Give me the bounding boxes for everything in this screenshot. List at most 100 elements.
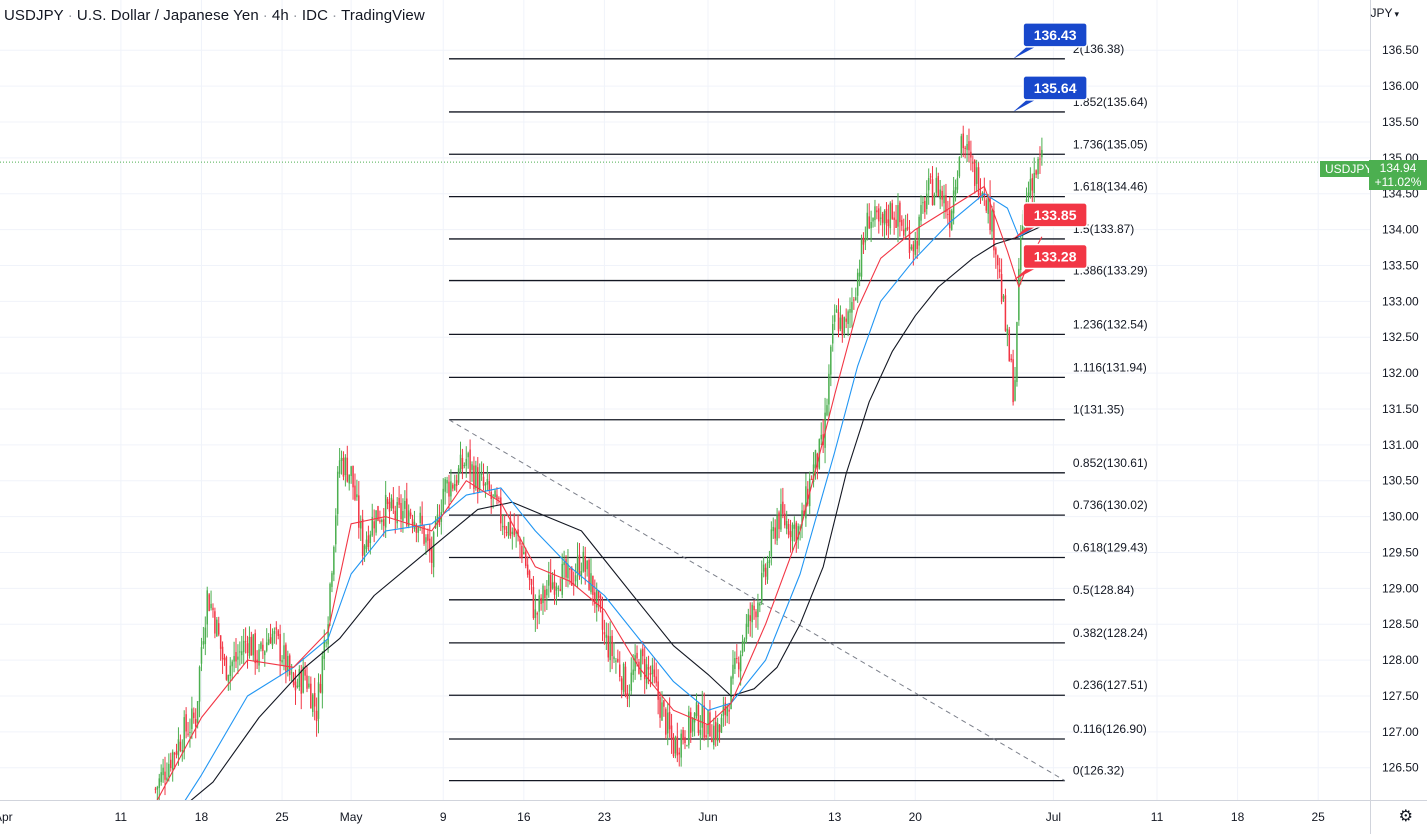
candle-body [219, 635, 222, 649]
candle-body [212, 607, 214, 611]
candle-body [175, 751, 178, 755]
candle-body [323, 640, 326, 659]
candle-body [588, 560, 590, 590]
candle-body [697, 704, 700, 733]
candle-body [701, 705, 704, 728]
time-tick-label: 9 [440, 810, 447, 824]
price-callouts[interactable]: 136.43 135.64 133.85 133.28 [1013, 22, 1088, 281]
candle-body [369, 534, 372, 544]
candle-body [160, 772, 162, 783]
price-tick-label: 136.50 [1382, 43, 1419, 57]
candle-body [672, 737, 675, 757]
time-tick-label: 13 [828, 810, 842, 824]
candle-body [966, 143, 968, 150]
price-tick-label: 128.00 [1382, 653, 1419, 667]
candle-body [492, 494, 494, 496]
candle-body [262, 644, 264, 652]
candle-body [377, 506, 379, 521]
candle-body [958, 157, 961, 177]
trend-line[interactable] [448, 419, 1066, 782]
candle-body [181, 750, 184, 752]
candle-body [989, 195, 991, 231]
fib-level-label: 0.852(130.61) [1073, 456, 1148, 470]
candle-body [217, 623, 220, 635]
candle-body [538, 595, 540, 612]
candle-body [313, 693, 316, 707]
candle-body [196, 701, 199, 723]
candle-body [684, 736, 686, 744]
candle-body [753, 605, 755, 611]
separator: · [67, 7, 73, 24]
currency-selector[interactable]: JPY ▾ [1370, 6, 1399, 20]
candle-body [626, 693, 629, 699]
candle-body [595, 590, 598, 608]
candle-body [634, 655, 636, 672]
candle-body [991, 210, 993, 232]
candle-body [584, 556, 586, 572]
candle-body [666, 712, 669, 734]
candle-body [363, 545, 366, 555]
candle-body [421, 515, 423, 526]
candle-body [379, 520, 381, 522]
candle-body [640, 650, 642, 677]
candle-body [480, 473, 483, 475]
candle-body [830, 346, 832, 375]
candle-body [511, 531, 514, 534]
candle-body [642, 648, 644, 657]
candle-body [872, 217, 874, 222]
candle-body [676, 736, 679, 756]
gear-icon[interactable]: ⚙ [1398, 808, 1413, 825]
candle-body [490, 491, 492, 500]
candle-body [267, 639, 270, 645]
candle-body [430, 548, 433, 563]
candle-body [386, 499, 389, 505]
price-tick-label: 131.50 [1382, 402, 1419, 416]
candle-body [429, 538, 431, 552]
candle-body [548, 574, 550, 586]
candle-body [453, 484, 456, 491]
candle-body [814, 450, 817, 469]
fibonacci-extension[interactable]: 0(126.32) 0.116(126.90) 0.236(127.51) 0.382… [448, 42, 1148, 782]
candle-body [762, 564, 765, 572]
candle-body [895, 219, 897, 229]
callout-pointer [1013, 224, 1040, 239]
candle-body [415, 524, 418, 533]
candle-body [820, 434, 822, 440]
candle-body [929, 176, 932, 178]
candle-body [1031, 178, 1034, 191]
candle-body [273, 631, 276, 634]
candle-body [922, 202, 924, 204]
candle-body [622, 663, 625, 692]
candle-body [952, 190, 955, 214]
candle-body [254, 633, 256, 664]
price-axis[interactable]: 126.50 127.00 127.50 128.00 128.50 129.00 129.… [1370, 0, 1427, 834]
candle-body [202, 641, 205, 645]
interval-label[interactable]: 4h [271, 7, 289, 24]
candle-body [1002, 296, 1005, 299]
time-axis[interactable]: Apr 11 18 25 May 9 16 23 Jun 13 20 Jul 11 18 25 [0, 800, 1427, 834]
candle-body [498, 497, 500, 499]
price-tick-label: 130.00 [1382, 510, 1419, 524]
candle-body [394, 510, 397, 520]
candle-body [590, 573, 592, 593]
candle-body [425, 537, 427, 543]
candle-body [446, 480, 448, 484]
fib-level-label: 0.618(129.43) [1073, 540, 1148, 554]
candle-body [766, 561, 769, 580]
candle-body [670, 725, 673, 739]
candle-body [521, 545, 523, 558]
candle-body [995, 248, 997, 255]
candle-body [283, 645, 285, 660]
candle-body [891, 203, 893, 219]
dashed-trend-line [448, 419, 1066, 782]
candle-body [432, 532, 435, 568]
candle-body [496, 494, 498, 501]
price-tick-label: 134.50 [1382, 187, 1419, 201]
candle-body [275, 627, 278, 630]
candle-body [467, 453, 469, 458]
candle-body [993, 210, 995, 251]
candle-body [477, 467, 479, 493]
price-tick-label: 129.00 [1382, 581, 1419, 595]
candle-body [478, 474, 481, 491]
